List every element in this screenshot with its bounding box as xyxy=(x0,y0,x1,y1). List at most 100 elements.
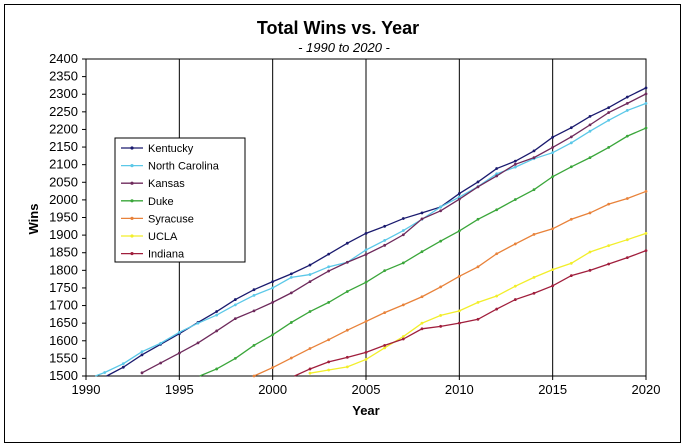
x-tick-label: 2000 xyxy=(258,382,287,397)
legend-marker xyxy=(130,164,134,168)
point-kentucky-2011 xyxy=(476,180,480,184)
y-tick-label: 1750 xyxy=(49,280,78,295)
point-kansas-1999 xyxy=(252,309,256,313)
y-tick-label: 1550 xyxy=(49,350,78,365)
y-tick-label: 1800 xyxy=(49,262,78,277)
point-north-carolina-2018 xyxy=(607,118,611,122)
point-indiana-2002 xyxy=(308,367,312,371)
point-indiana-2014 xyxy=(532,291,536,295)
point-indiana-2008 xyxy=(420,327,424,331)
legend-item-kansas: Kansas xyxy=(121,178,185,190)
point-ucla-2014 xyxy=(532,275,536,279)
chart-title: Total Wins vs. Year xyxy=(257,18,419,38)
point-ucla-2007 xyxy=(401,335,405,338)
point-duke-2015 xyxy=(551,175,555,179)
point-duke-2014 xyxy=(532,188,536,192)
point-indiana-2019 xyxy=(625,256,629,260)
point-kentucky-1998 xyxy=(233,298,237,301)
point-kansas-2017 xyxy=(588,123,592,127)
legend: Kentucky North Carolina Kansas Duke Syracuse… xyxy=(114,137,246,263)
point-north-carolina-2000 xyxy=(271,286,275,290)
point-syracuse-2012 xyxy=(495,252,499,256)
y-tick-label: 2300 xyxy=(49,86,78,101)
series-layer xyxy=(95,86,648,378)
series-syracuse xyxy=(252,190,648,378)
point-ucla-2010 xyxy=(457,309,461,313)
point-kansas-2015 xyxy=(551,146,555,149)
point-ucla-2011 xyxy=(476,300,480,304)
legend-item-north-carolina: North Carolina xyxy=(121,161,220,173)
point-kentucky-2018 xyxy=(607,106,611,110)
point-kentucky-2002 xyxy=(308,263,312,267)
point-kentucky-2000 xyxy=(271,280,275,284)
point-syracuse-2001 xyxy=(289,356,293,360)
x-tick-label: 2005 xyxy=(352,382,381,397)
point-indiana-2020 xyxy=(644,249,648,253)
point-syracuse-2016 xyxy=(569,217,573,221)
point-duke-2008 xyxy=(420,250,424,254)
point-north-carolina-2012 xyxy=(495,172,499,176)
point-syracuse-2004 xyxy=(345,328,349,332)
y-tick-label: 2350 xyxy=(49,69,78,84)
point-syracuse-2020 xyxy=(644,190,648,193)
point-north-carolina-2020 xyxy=(644,101,648,105)
point-kansas-2014 xyxy=(532,156,536,160)
point-kentucky-2007 xyxy=(401,217,405,220)
point-indiana-2010 xyxy=(457,321,461,325)
point-duke-2012 xyxy=(495,208,499,212)
y-tick-label: 2250 xyxy=(49,104,78,119)
point-kansas-2013 xyxy=(513,162,517,166)
y-tick-label: 1950 xyxy=(49,210,78,225)
point-indiana-2018 xyxy=(607,262,611,266)
point-indiana-2007 xyxy=(401,337,405,341)
legend-box xyxy=(114,137,246,263)
point-duke-2016 xyxy=(569,165,573,169)
point-ucla-2017 xyxy=(588,250,592,254)
point-duke-2013 xyxy=(513,198,517,201)
point-kentucky-2012 xyxy=(495,167,499,170)
point-duke-2001 xyxy=(289,321,293,324)
legend-label: Syracuse xyxy=(148,213,194,225)
line-kansas xyxy=(141,93,647,374)
point-north-carolina-1998 xyxy=(233,303,237,307)
point-kansas-2010 xyxy=(457,197,461,201)
point-syracuse-2018 xyxy=(607,202,611,206)
x-tick-label: 2010 xyxy=(445,382,474,397)
point-north-carolina-2009 xyxy=(439,205,443,209)
point-ucla-2012 xyxy=(495,294,499,298)
point-indiana-2013 xyxy=(513,298,517,301)
point-kansas-2020 xyxy=(644,92,648,96)
point-kansas-2003 xyxy=(327,269,331,273)
point-kentucky-1993 xyxy=(140,353,144,357)
legend-marker xyxy=(130,146,134,150)
point-north-carolina-1999 xyxy=(252,293,256,297)
y-tick-label: 1650 xyxy=(49,315,78,330)
point-kansas-2007 xyxy=(401,233,405,237)
point-kentucky-1992 xyxy=(121,365,125,369)
point-ucla-2004 xyxy=(345,365,349,369)
point-ucla-2013 xyxy=(513,284,517,288)
point-syracuse-2005 xyxy=(364,320,368,323)
point-syracuse-2009 xyxy=(439,285,443,289)
point-duke-2006 xyxy=(383,269,387,273)
point-kansas-2006 xyxy=(383,243,387,247)
x-tick-label: 2020 xyxy=(632,382,661,397)
point-north-carolina-1994 xyxy=(159,341,163,345)
point-north-carolina-1996 xyxy=(196,321,200,325)
point-duke-2019 xyxy=(625,134,629,138)
point-north-carolina-1993 xyxy=(140,350,144,354)
point-duke-2003 xyxy=(327,300,331,304)
point-syracuse-2003 xyxy=(327,338,331,342)
point-indiana-2003 xyxy=(327,360,331,364)
point-kentucky-2020 xyxy=(644,86,648,90)
point-kansas-2001 xyxy=(289,291,293,295)
point-kansas-2011 xyxy=(476,185,480,189)
point-syracuse-2006 xyxy=(383,311,387,314)
legend-marker xyxy=(130,181,134,185)
point-kansas-2008 xyxy=(420,217,424,221)
point-duke-2009 xyxy=(439,239,443,243)
point-kansas-2018 xyxy=(607,111,611,114)
point-indiana-2011 xyxy=(476,317,480,321)
point-kentucky-2019 xyxy=(625,95,629,99)
legend-marker xyxy=(130,199,134,203)
